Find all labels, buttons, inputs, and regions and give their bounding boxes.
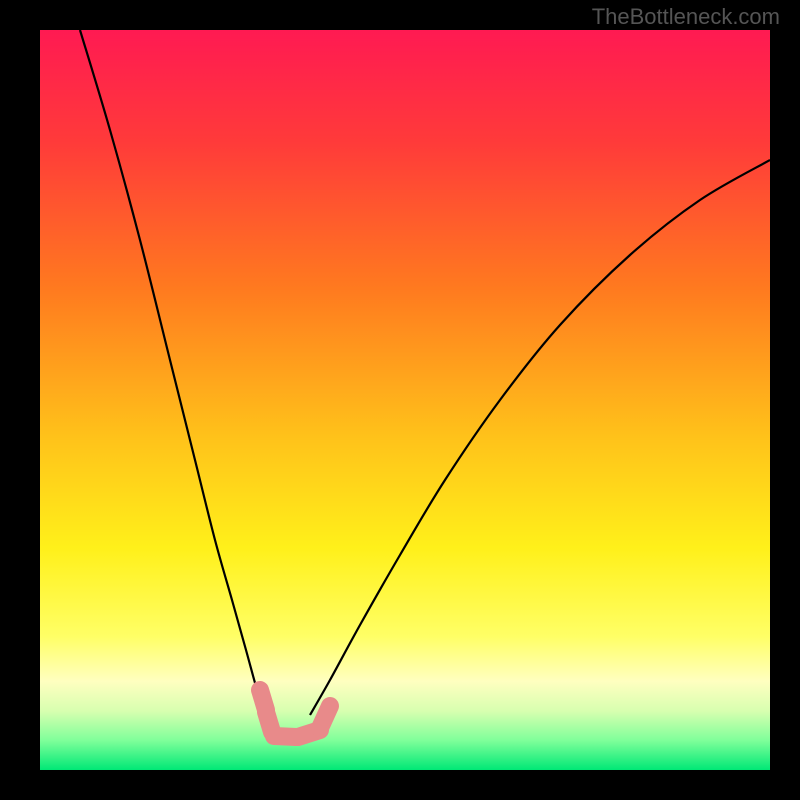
- curve-layer: [40, 30, 770, 770]
- plot-area: [40, 30, 770, 770]
- chart-container: TheBottleneck.com: [0, 0, 800, 800]
- left-curve: [80, 30, 265, 715]
- valley-segment: [320, 706, 330, 728]
- right-curve: [310, 160, 770, 715]
- watermark-text: TheBottleneck.com: [592, 4, 780, 30]
